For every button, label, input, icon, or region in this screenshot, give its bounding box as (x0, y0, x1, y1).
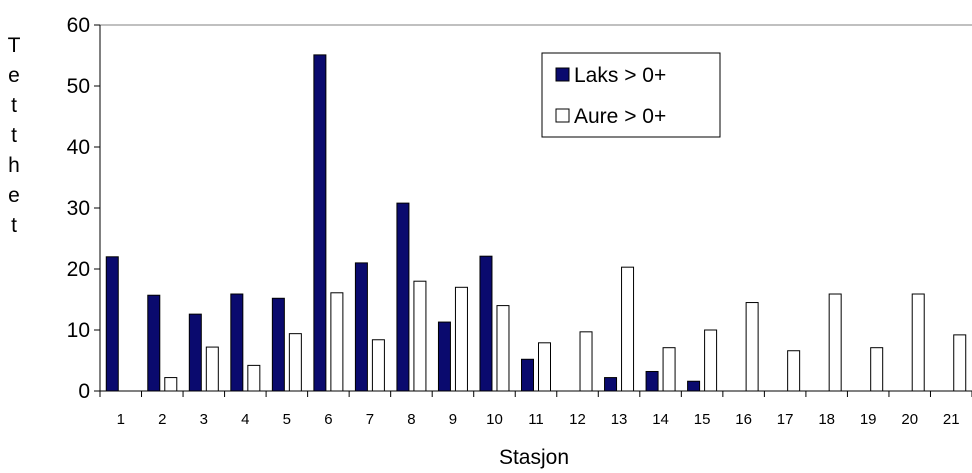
legend-swatch-aure (555, 108, 570, 123)
bar-laks (521, 358, 534, 392)
y-tick-label: 0 (78, 380, 90, 403)
bar-aure (745, 302, 759, 392)
legend-label-aure: Aure > 0+ (574, 105, 666, 128)
x-tick-label: 2 (158, 411, 166, 428)
x-tick-label: 3 (200, 411, 208, 428)
legend-box (541, 52, 721, 138)
x-tick-label: 20 (901, 411, 918, 428)
y-tick-label: 40 (67, 136, 90, 159)
bar-aure (953, 334, 967, 392)
y-axis-title-letter: t (11, 94, 17, 117)
y-axis-title-letter: e (8, 64, 20, 87)
x-axis: 1 2 3 4 5 6 7 8 9 10 11 12 13 14 15 16 17 18 19 20 21 (99, 391, 972, 428)
x-tick-label: 16 (735, 411, 752, 428)
bar-laks (687, 380, 701, 392)
y-tick-label: 30 (67, 197, 90, 220)
bar-aure (288, 333, 302, 392)
bar-laks (271, 297, 285, 392)
x-tick-label: 17 (777, 411, 794, 428)
bar-laks (396, 202, 410, 392)
x-tick-label: 8 (407, 411, 415, 428)
x-tick-label: 18 (818, 411, 835, 428)
y-axis: 0 10 20 30 40 50 60 (67, 14, 100, 403)
y-tick-label: 60 (67, 14, 90, 37)
bar-aure (413, 280, 427, 392)
bar-aure (662, 347, 676, 392)
bar-aure (330, 292, 344, 392)
bar-aure (828, 293, 842, 392)
y-tick-label: 50 (67, 75, 90, 98)
bar-aure (496, 305, 510, 392)
x-tick-label: 11 (528, 411, 544, 428)
y-axis-title-letter: h (8, 154, 20, 177)
x-tick-label: 6 (324, 411, 332, 428)
x-tick-label: 9 (449, 411, 457, 428)
y-axis-title-letter: t (11, 214, 17, 237)
bar-aure (371, 339, 385, 392)
bar-aure (454, 286, 468, 392)
y-tick-label: 10 (67, 319, 90, 342)
bar-laks (313, 54, 327, 392)
legend-swatch-laks (555, 67, 570, 82)
x-tick-label: 21 (943, 411, 960, 428)
bar-laks (105, 256, 119, 392)
bar-aure (247, 364, 261, 392)
legend-label-laks: Laks > 0+ (574, 64, 666, 87)
bar-laks (147, 294, 161, 392)
x-tick-label: 5 (283, 411, 291, 428)
bar-aure (911, 293, 925, 392)
bars (105, 54, 967, 392)
y-axis-title-letter: e (8, 184, 20, 207)
bar-aure (870, 347, 884, 392)
bar-laks (354, 262, 368, 392)
y-axis-title-letter: T (8, 34, 21, 57)
x-tick-label: 12 (569, 411, 586, 428)
y-tick-label: 20 (67, 258, 90, 281)
y-axis-title-letter: t (11, 124, 17, 147)
bar-laks (479, 255, 493, 392)
bar-laks (230, 293, 244, 392)
bar-laks (188, 313, 202, 392)
x-axis-title: Stasjon (499, 446, 569, 469)
bar-aure (621, 266, 635, 392)
x-tick-label: 4 (241, 411, 249, 428)
legend: Laks > 0+ Aure > 0+ (541, 52, 721, 138)
bar-aure (538, 342, 551, 392)
bar-aure (579, 331, 593, 392)
x-tick-label: 15 (694, 411, 711, 428)
x-tick-label: 1 (117, 411, 125, 428)
x-tick-label: 14 (652, 411, 669, 428)
bar-laks (437, 321, 451, 392)
bar-aure (704, 329, 718, 392)
x-tick-label: 19 (860, 411, 877, 428)
bar-aure (205, 346, 219, 392)
x-tick-label: 13 (611, 411, 628, 428)
bar-laks (604, 377, 618, 392)
bar-laks (645, 370, 659, 392)
x-tick-label: 10 (486, 411, 503, 428)
bar-aure (164, 377, 178, 392)
bar-aure (787, 350, 801, 392)
x-tick-label: 7 (366, 411, 374, 428)
